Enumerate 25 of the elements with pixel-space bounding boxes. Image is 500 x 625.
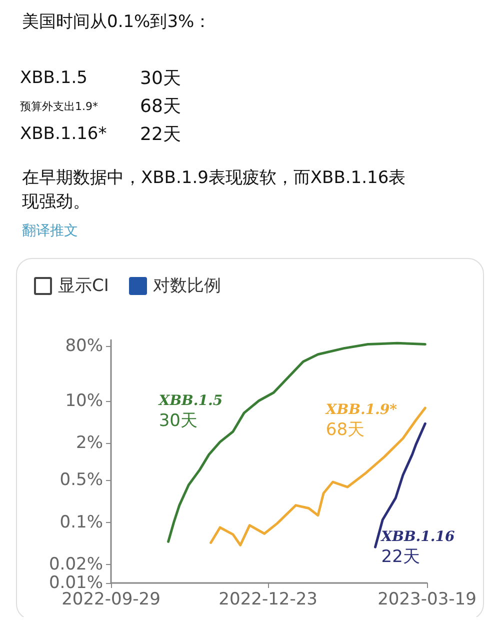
text: 68天 [140,95,181,118]
y-tick-label: 2% [76,433,103,454]
y-tick-label: 0.02% [48,554,103,575]
chart-title: 美国时间从0.1%到3%： [22,11,212,33]
text: XBB.1.5 [20,68,88,88]
text: 对数比例 [152,275,221,297]
x-tick-label: 2022-12-23 [218,590,318,610]
y-tick-label: 80% [65,336,103,356]
series-label: XBB.1.5 [158,392,223,409]
y-tick-label: 0.5% [60,470,103,490]
text: 30天 [140,67,181,90]
annotation: 22天 [381,547,420,568]
text: 翻译推文 [22,222,78,240]
text: XBB.1.16* [20,124,108,144]
text: 预算外支出1.9* [20,98,99,114]
annotation: 30天 [158,410,198,431]
y-tick-label: 0.1% [60,512,103,532]
series-label: XBB.1.9* [324,402,398,418]
text: 显示CI [58,275,109,297]
series-label: XBB.1.16 [380,529,456,546]
y-tick-label: 10% [65,390,103,411]
x-tick-label: 2023-03-19 [378,590,476,610]
annotation: 68天 [326,420,365,440]
text: 22天 [140,123,181,146]
chart-subtitle: 在早期数据中，XBB.1.9表现疲软，而XBB.1.16表现强劲。 [22,167,407,214]
